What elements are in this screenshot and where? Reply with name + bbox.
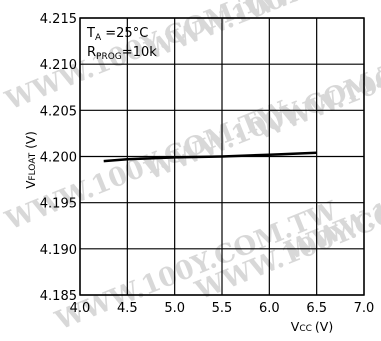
- x-tick-labels: 4.0 4.5 5.0 5.5 6.0 6.5 7.0: [70, 301, 375, 316]
- x-tick-label: 6.0: [259, 301, 280, 316]
- y-tick-labels: 4.185 4.190 4.195 4.200 4.205 4.210 4.215: [40, 12, 77, 304]
- y-tick-label: 4.185: [40, 289, 77, 304]
- watermark-text: WWW.100Y.COM.TW: [240, 0, 381, 27]
- series-layer: [103, 151, 317, 163]
- watermark-text: WWW.100Y.COM.TW: [280, 126, 381, 267]
- x-tick-label: 6.5: [306, 301, 327, 316]
- y-tick-label: 4.205: [40, 104, 77, 119]
- x-tick-label: 5.0: [164, 301, 185, 316]
- x-tick-label: 4.5: [117, 301, 138, 316]
- series-line: [103, 151, 317, 163]
- y-axis-label: VFLOAT(V): [24, 131, 38, 189]
- x-tick-label: 5.5: [212, 301, 233, 316]
- plot-frame: [79, 17, 365, 296]
- x-axis-label: VCC (V): [291, 319, 333, 334]
- y-tick-label: 4.215: [40, 12, 77, 27]
- y-tick-label: 4.190: [40, 243, 77, 258]
- x-tick-label: 4.0: [70, 301, 91, 316]
- annotation-temperature: TA =25°C: [86, 26, 148, 43]
- y-tick-label: 4.195: [40, 197, 77, 212]
- y-tick-label: 4.210: [40, 58, 77, 73]
- watermark-text: WWW.100Y.COM.TW: [250, 6, 381, 147]
- y-tick-label: 4.200: [40, 151, 77, 166]
- annotation-rprog: RPROG=10k: [87, 45, 157, 62]
- x-tick-label: 7.0: [354, 301, 375, 316]
